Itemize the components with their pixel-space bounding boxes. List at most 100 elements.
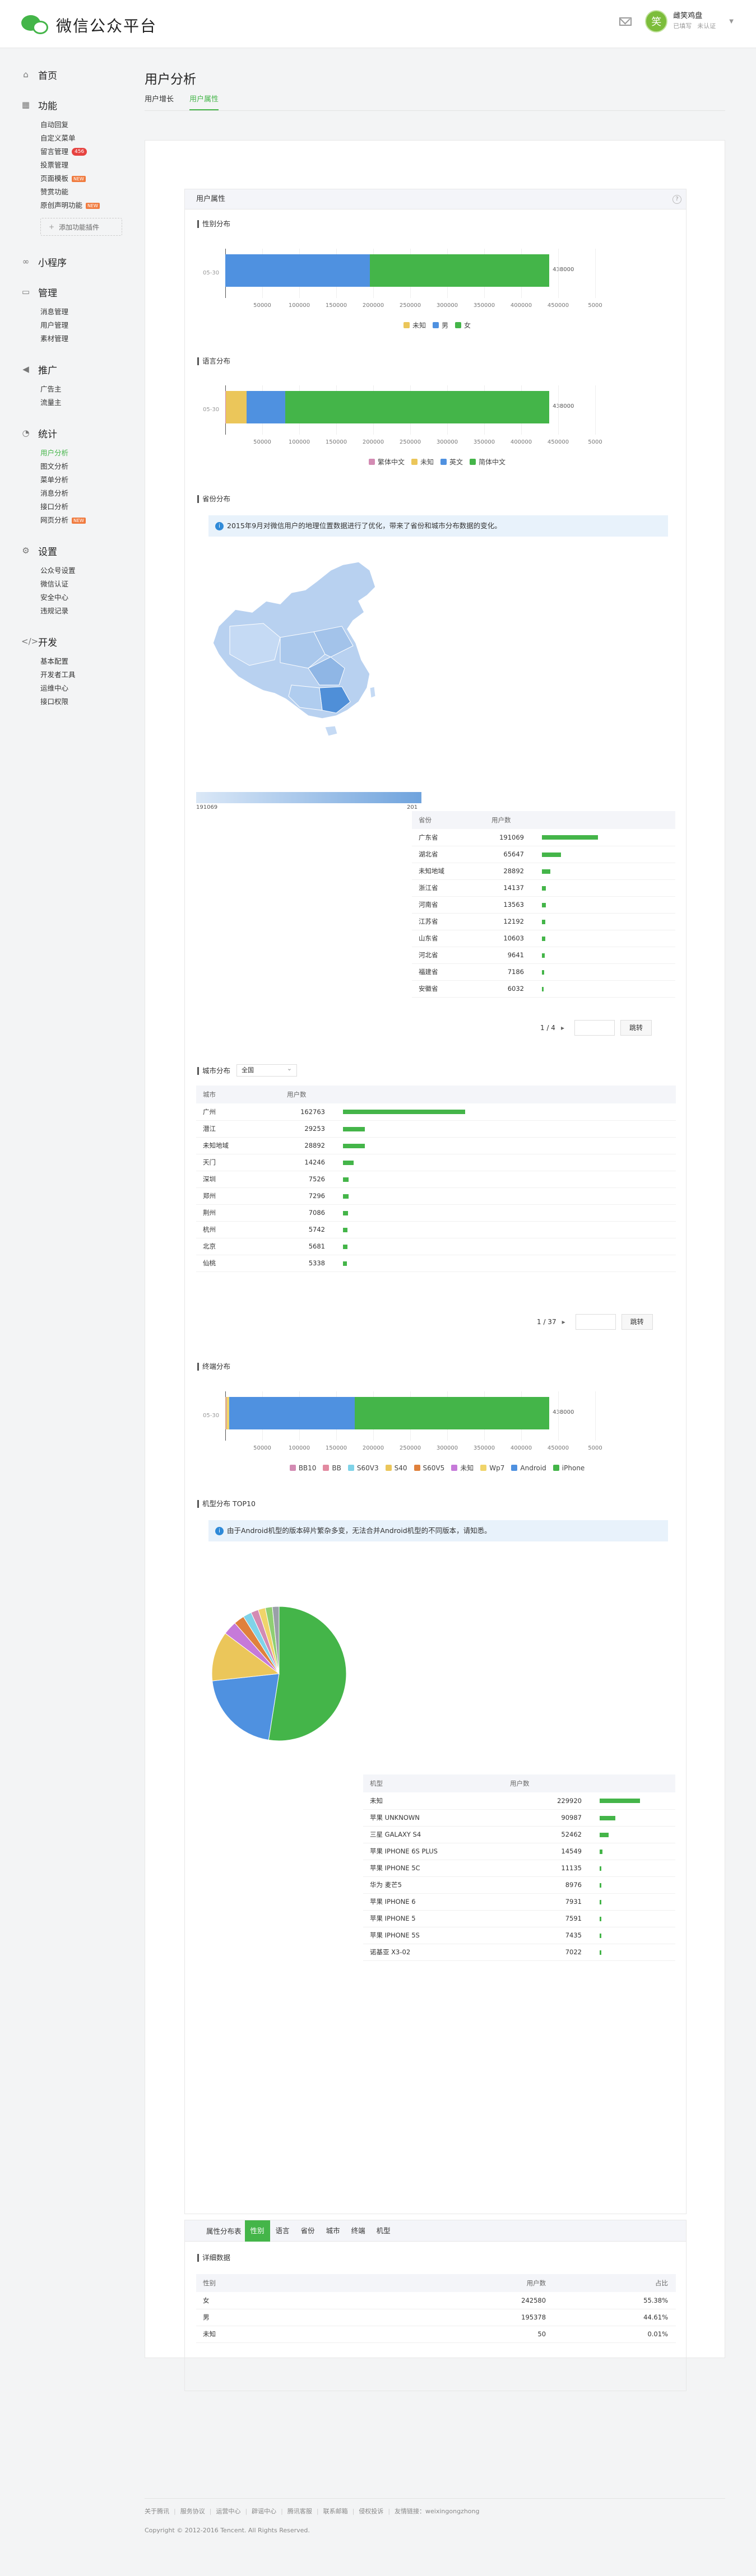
footer-link[interactable]: 友情链接：weixingongzhong: [395, 2508, 480, 2515]
add-plugin-button[interactable]: + 添加功能插件: [40, 218, 122, 236]
sidebar-item-basic-config[interactable]: 基本配置: [40, 657, 69, 665]
sidebar-item-security[interactable]: 安全中心: [40, 593, 69, 602]
table-row[interactable]: 华为 麦芒5 8976: [363, 1876, 675, 1894]
table-row[interactable]: 苹果 IPHONE 5C 11135: [363, 1860, 675, 1877]
map-region-hainan[interactable]: [324, 725, 338, 737]
table-row[interactable]: 河南省 13563: [412, 896, 675, 914]
column-header[interactable]: 用户数: [280, 1086, 336, 1103]
table-row[interactable]: 诺基亚 X3-02 7022: [363, 1944, 675, 1961]
table-row[interactable]: 苹果 IPHONE 6S PLUS 14549: [363, 1843, 675, 1860]
table-row[interactable]: 杭州 5742: [196, 1221, 676, 1238]
table-row[interactable]: 苹果 IPHONE 5S 7435: [363, 1927, 675, 1944]
table-row[interactable]: 浙江省 14137: [412, 879, 675, 897]
table-row[interactable]: 苹果 IPHONE 6 7931: [363, 1893, 675, 1911]
column-header[interactable]: 占比: [554, 2274, 676, 2292]
pie-slice[interactable]: [212, 1673, 280, 1741]
footer-link[interactable]: 侵权投诉: [359, 2508, 384, 2515]
map-region-west[interactable]: [229, 623, 281, 666]
footer-link[interactable]: 运营中心: [216, 2508, 241, 2515]
sidebar-item-reward[interactable]: 赞赏功能: [40, 188, 69, 196]
legend-item[interactable]: 未知: [411, 457, 434, 467]
sidebar-head-stats[interactable]: ◔ 统计: [21, 426, 134, 440]
legend-item[interactable]: 简体中文: [470, 457, 505, 467]
column-header[interactable]: 城市: [196, 1086, 280, 1103]
table-row[interactable]: 潜江 29253: [196, 1120, 676, 1138]
sidebar-item-dev-tools[interactable]: 开发者工具: [40, 670, 76, 679]
legend-item[interactable]: Wp7: [480, 1463, 504, 1473]
legend-item[interactable]: 繁体中文: [368, 457, 405, 467]
footer-link[interactable]: 联系邮箱: [323, 2508, 348, 2515]
map-region-southwest[interactable]: [288, 684, 323, 711]
sidebar-item-verify[interactable]: 微信认证: [40, 580, 69, 588]
sidebar-item-advertiser[interactable]: 广告主: [40, 385, 62, 393]
map-region-central[interactable]: [280, 631, 326, 669]
sidebar-item-account-settings[interactable]: 公众号设置: [40, 566, 76, 575]
next-page-icon[interactable]: ▸: [562, 1318, 565, 1326]
table-row[interactable]: 未知地域 28892: [412, 863, 675, 880]
legend-item[interactable]: 女: [455, 320, 471, 330]
sidebar-head-features[interactable]: ▦ 功能: [21, 98, 134, 112]
detail-tab[interactable]: 机型: [376, 2226, 391, 2235]
user-name[interactable]: 雌笑鸡盘: [673, 12, 703, 20]
column-header[interactable]: 性别: [196, 2274, 432, 2292]
bar-segment[interactable]: [225, 254, 370, 287]
sidebar-item-users[interactable]: 用户管理: [40, 321, 69, 329]
next-page-icon[interactable]: ▸: [560, 1024, 564, 1032]
footer-link[interactable]: 关于腾讯: [145, 2508, 169, 2515]
bar-segment[interactable]: [229, 1397, 355, 1429]
map-region-taiwan[interactable]: [369, 686, 376, 698]
bar-segment[interactable]: [355, 1397, 550, 1429]
detail-tab[interactable]: 性别: [244, 2220, 270, 2242]
table-row[interactable]: 三星 GALAXY S4 52462: [363, 1826, 675, 1843]
legend-item[interactable]: S60V3: [347, 1463, 379, 1473]
table-row[interactable]: 苹果 UNKNOWN 90987: [363, 1809, 675, 1827]
bar-segment[interactable]: [226, 391, 247, 423]
legend-item[interactable]: iPhone: [553, 1463, 585, 1473]
table-row[interactable]: 福建省 7186: [412, 963, 675, 981]
sidebar-item-user-analysis[interactable]: 用户分析: [40, 449, 69, 457]
sidebar-head-dev[interactable]: </> 开发: [21, 635, 134, 649]
sidebar-item-ops-center[interactable]: 运维中心: [40, 684, 69, 692]
sidebar-item-template[interactable]: 页面模板 NEW: [40, 172, 134, 185]
logo[interactable]: 微信公众平台: [21, 14, 157, 36]
detail-tab[interactable]: 省份: [300, 2226, 315, 2235]
footer-link[interactable]: 腾讯客服: [287, 2508, 312, 2515]
sidebar-item-home[interactable]: ⌂ 首页: [21, 68, 134, 82]
table-row[interactable]: 广州 162763: [196, 1103, 676, 1121]
table-row[interactable]: 深圳 7526: [196, 1171, 676, 1188]
sidebar-item-vote[interactable]: 投票管理: [40, 161, 69, 169]
legend-item[interactable]: Android: [511, 1463, 546, 1473]
pie-slice[interactable]: [268, 1606, 347, 1741]
table-row[interactable]: 北京 5681: [196, 1238, 676, 1255]
region-select[interactable]: 全国: [236, 1063, 297, 1077]
page-input[interactable]: [574, 1020, 615, 1036]
table-row[interactable]: 河北省 9641: [412, 947, 675, 964]
sidebar-head-promote[interactable]: ◀ 推广: [21, 362, 134, 376]
sidebar-item-publisher[interactable]: 流量主: [40, 398, 62, 407]
legend-item[interactable]: 未知: [451, 1463, 474, 1473]
sidebar-item-messages[interactable]: 消息管理: [40, 308, 69, 316]
sidebar-item-miniprogram[interactable]: ∞ 小程序: [21, 255, 134, 269]
column-header[interactable]: 省份: [412, 811, 485, 829]
tab-user-growth[interactable]: 用户增长: [145, 95, 174, 104]
sidebar-item-api-analysis[interactable]: 接口分析: [40, 502, 69, 511]
sidebar-item-comments[interactable]: 留言管理 456: [40, 145, 134, 159]
go-button[interactable]: 跳转: [621, 1314, 653, 1330]
bar-segment[interactable]: [247, 391, 285, 423]
sidebar-item-message-analysis[interactable]: 消息分析: [40, 489, 69, 497]
legend-item[interactable]: 未知: [403, 320, 426, 330]
map-region-hubei[interactable]: [308, 656, 345, 686]
legend-item[interactable]: S60V5: [414, 1463, 444, 1473]
legend-item[interactable]: S40: [385, 1463, 407, 1473]
legend-item[interactable]: 英文: [440, 457, 463, 467]
sidebar-item-violations[interactable]: 违规记录: [40, 607, 69, 615]
bar-segment[interactable]: [226, 1397, 229, 1429]
footer-link[interactable]: 服务协议: [180, 2508, 205, 2515]
tab-user-attributes[interactable]: 用户属性: [189, 94, 219, 110]
table-row[interactable]: 荆州 7086: [196, 1204, 676, 1222]
sidebar-item-custom-menu[interactable]: 自定义菜单: [40, 134, 76, 142]
bar-segment[interactable]: [225, 391, 226, 423]
sidebar-item-auto-reply[interactable]: 自动回复: [40, 120, 69, 129]
mail-icon[interactable]: [619, 17, 632, 26]
column-header[interactable]: 用户数: [503, 1774, 593, 1792]
